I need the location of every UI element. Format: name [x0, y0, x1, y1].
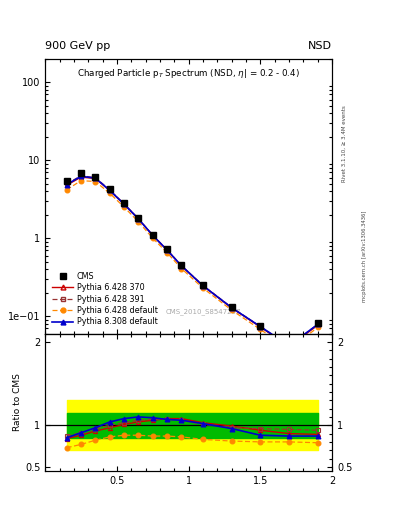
- Text: CMS_2010_S8547297: CMS_2010_S8547297: [165, 308, 241, 315]
- Y-axis label: Ratio to CMS: Ratio to CMS: [13, 373, 22, 431]
- Legend: CMS, Pythia 6.428 370, Pythia 6.428 391, Pythia 6.428 default, Pythia 8.308 defa: CMS, Pythia 6.428 370, Pythia 6.428 391,…: [49, 268, 161, 330]
- Text: Rivet 3.1.10, ≥ 3.4M events: Rivet 3.1.10, ≥ 3.4M events: [342, 105, 347, 182]
- Text: Charged Particle p$_T$ Spectrum (NSD, $\eta$| = 0.2 - 0.4): Charged Particle p$_T$ Spectrum (NSD, $\…: [77, 67, 300, 80]
- Text: 900 GeV pp: 900 GeV pp: [45, 41, 110, 51]
- Text: NSD: NSD: [308, 41, 332, 51]
- Text: mcplots.cern.ch [arXiv:1306.3436]: mcplots.cern.ch [arXiv:1306.3436]: [362, 210, 367, 302]
